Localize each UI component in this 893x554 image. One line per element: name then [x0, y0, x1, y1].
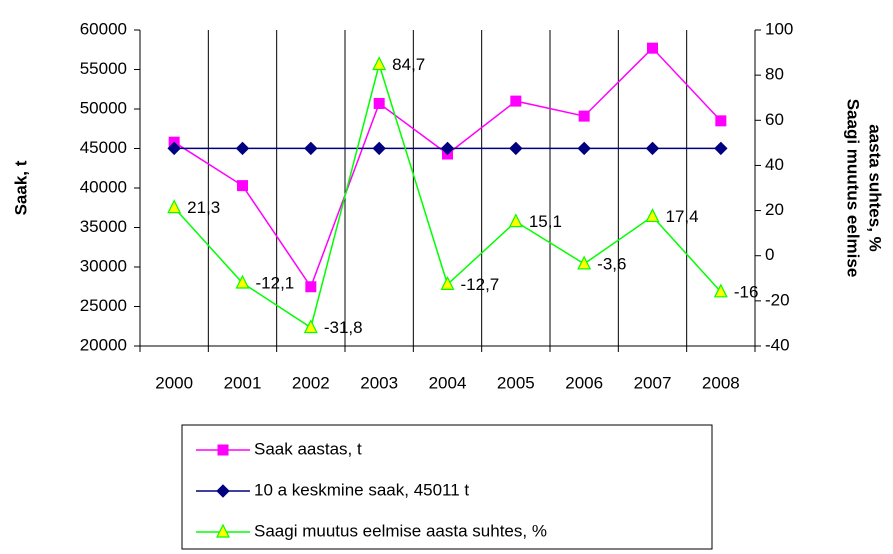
- data-label: 84,7: [392, 55, 425, 74]
- x-tick-label: 2001: [224, 373, 262, 392]
- marker: [372, 141, 386, 156]
- y2-axis-label: aasta suhtes, %: [866, 124, 885, 252]
- data-label: -12,7: [461, 275, 500, 294]
- marker: [216, 523, 230, 538]
- marker: [372, 56, 387, 71]
- y-axis-label: Saak, t: [11, 160, 30, 215]
- marker: [715, 115, 727, 127]
- marker: [578, 110, 590, 122]
- x-tick-label: 2007: [634, 373, 672, 392]
- x-tick-label: 2000: [155, 373, 193, 392]
- legend-label: Saagi muutus eelmise aasta suhtes, %: [254, 521, 547, 540]
- y-tick-label: 30000: [80, 256, 127, 275]
- y-tick-label: 40000: [80, 177, 127, 196]
- marker: [577, 255, 592, 270]
- y-tick-label: 50000: [80, 98, 127, 117]
- y-tick-label: 20000: [80, 335, 127, 354]
- marker: [167, 141, 181, 156]
- marker: [303, 319, 318, 334]
- marker: [509, 141, 523, 156]
- y2-tick-label: 80: [765, 65, 784, 84]
- marker: [647, 42, 658, 54]
- marker: [235, 274, 250, 289]
- y2-tick-label: 40: [765, 155, 784, 174]
- y-tick-label: 35000: [80, 217, 127, 236]
- marker: [645, 208, 660, 223]
- x-tick-label: 2008: [702, 373, 740, 392]
- data-label: 21,3: [187, 198, 220, 217]
- legend-box: [181, 424, 713, 550]
- y2-tick-label: -20: [765, 290, 790, 309]
- marker: [235, 141, 250, 156]
- y2-axis-label: Saagi muutus eelmise: [844, 99, 863, 278]
- x-tick-label: 2005: [497, 373, 535, 392]
- x-tick-label: 2004: [429, 373, 467, 392]
- y-tick-label: 45000: [80, 138, 127, 157]
- marker: [440, 276, 455, 290]
- marker: [373, 97, 385, 109]
- marker: [304, 141, 318, 156]
- x-tick-label: 2006: [565, 373, 603, 392]
- y-tick-label: 60000: [80, 19, 127, 38]
- marker: [167, 199, 182, 214]
- marker: [305, 281, 317, 293]
- y-tick-label: 55000: [80, 59, 127, 78]
- marker: [508, 213, 523, 228]
- data-label: 17,4: [666, 207, 699, 226]
- marker: [645, 141, 660, 156]
- x-tick-label: 2002: [292, 373, 330, 392]
- legend-label: 10 a keskmine saak, 45011 t: [254, 480, 469, 499]
- data-label: -12,1: [256, 274, 295, 293]
- y2-tick-label: 100: [765, 19, 793, 38]
- y2-tick-label: 20: [765, 200, 784, 219]
- marker: [440, 141, 455, 156]
- y2-tick-label: 0: [765, 245, 774, 264]
- marker: [217, 444, 229, 456]
- marker: [237, 180, 248, 192]
- data-label: -3,6: [597, 254, 626, 273]
- y-tick-label: 25000: [80, 296, 127, 315]
- y2-tick-label: -40: [765, 335, 790, 354]
- data-label: 15,1: [529, 212, 562, 231]
- marker: [510, 95, 522, 107]
- data-label: -16: [734, 282, 759, 301]
- legend-label: Saak aastas, t: [254, 439, 362, 458]
- data-label: -31,8: [324, 318, 363, 337]
- marker: [216, 484, 230, 498]
- y2-tick-label: 60: [765, 110, 784, 129]
- marker: [577, 141, 591, 156]
- marker: [713, 283, 728, 298]
- x-tick-label: 2003: [360, 373, 398, 392]
- series-line: [173, 47, 722, 289]
- marker: [714, 141, 728, 156]
